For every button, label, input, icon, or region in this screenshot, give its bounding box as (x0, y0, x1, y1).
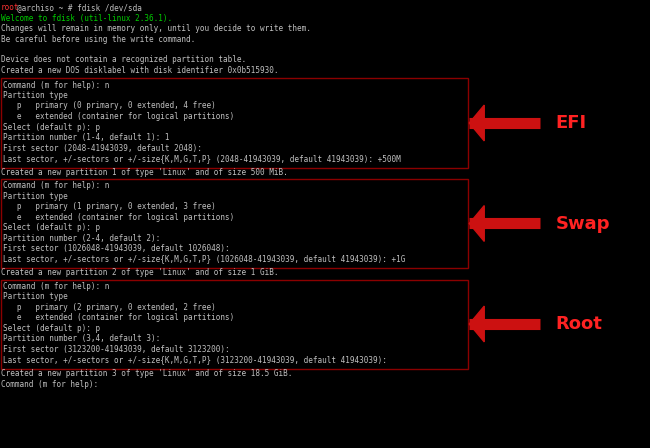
Text: Command (m for help): n: Command (m for help): n (3, 181, 109, 190)
Text: First sector (2048-41943039, default 2048):: First sector (2048-41943039, default 204… (3, 143, 202, 152)
Text: e   extended (container for logical partitions): e extended (container for logical partit… (3, 212, 234, 221)
Text: Partition number (3,4, default 3):: Partition number (3,4, default 3): (3, 334, 161, 343)
Text: p   primary (0 primary, 0 extended, 4 free): p primary (0 primary, 0 extended, 4 free… (3, 102, 216, 111)
Text: Device does not contain a recognized partition table.: Device does not contain a recognized par… (1, 56, 246, 65)
Text: Last sector, +/-sectors or +/-size{K,M,G,T,P} (2048-41943039, default 41943039):: Last sector, +/-sectors or +/-size{K,M,G… (3, 154, 401, 163)
Text: Last sector, +/-sectors or +/-size{K,M,G,T,P} (1026048-41943039, default 4194303: Last sector, +/-sectors or +/-size{K,M,G… (3, 254, 406, 263)
Text: Command (m for help):: Command (m for help): (1, 380, 98, 389)
Text: Select (default p): p: Select (default p): p (3, 122, 100, 132)
Polygon shape (469, 306, 484, 342)
Text: Command (m for help): n: Command (m for help): n (3, 281, 109, 290)
Text: First sector (3123200-41943039, default 3123200):: First sector (3123200-41943039, default … (3, 345, 229, 353)
Text: Select (default p): p: Select (default p): p (3, 223, 100, 232)
Text: Partition number (2-4, default 2):: Partition number (2-4, default 2): (3, 233, 161, 242)
Text: @archiso ~ # fdisk /dev/sda: @archiso ~ # fdisk /dev/sda (17, 3, 142, 12)
Text: Created a new partition 1 of type 'Linux' and of size 500 MiB.: Created a new partition 1 of type 'Linux… (1, 168, 288, 177)
Text: First sector (1026048-41943039, default 1026048):: First sector (1026048-41943039, default … (3, 244, 229, 253)
Text: p   primary (1 primary, 0 extended, 3 free): p primary (1 primary, 0 extended, 3 free… (3, 202, 216, 211)
Text: p   primary (2 primary, 0 extended, 2 free): p primary (2 primary, 0 extended, 2 free… (3, 302, 216, 311)
Text: Partition type: Partition type (3, 191, 68, 201)
Text: Be careful before using the write command.: Be careful before using the write comman… (1, 34, 195, 43)
Text: Partition number (1-4, default 1): 1: Partition number (1-4, default 1): 1 (3, 133, 170, 142)
Text: Swap: Swap (556, 215, 610, 233)
Polygon shape (469, 105, 484, 141)
Text: Partition type: Partition type (3, 292, 68, 301)
Text: Welcome to fdisk (util-linux 2.36.1).: Welcome to fdisk (util-linux 2.36.1). (1, 13, 172, 22)
Text: Created a new partition 2 of type 'Linux' and of size 1 GiB.: Created a new partition 2 of type 'Linux… (1, 268, 278, 277)
Text: Select (default p): p: Select (default p): p (3, 323, 100, 332)
Text: Changes will remain in memory only, until you decide to write them.: Changes will remain in memory only, unti… (1, 24, 311, 33)
Polygon shape (469, 206, 484, 241)
Text: root: root (1, 3, 20, 12)
Text: Root: Root (556, 315, 603, 333)
Text: e   extended (container for logical partitions): e extended (container for logical partit… (3, 313, 234, 322)
Text: Last sector, +/-sectors or +/-size{K,M,G,T,P} (3123200-41943039, default 4194303: Last sector, +/-sectors or +/-size{K,M,G… (3, 355, 387, 364)
Text: Created a new partition 3 of type 'Linux' and of size 18.5 GiB.: Created a new partition 3 of type 'Linux… (1, 369, 292, 378)
Text: Created a new DOS disklabel with disk identifier 0x0b515930.: Created a new DOS disklabel with disk id… (1, 66, 278, 75)
Text: e   extended (container for logical partitions): e extended (container for logical partit… (3, 112, 234, 121)
Text: Command (m for help): n: Command (m for help): n (3, 81, 109, 90)
Text: Partition type: Partition type (3, 91, 68, 100)
Text: EFI: EFI (556, 114, 587, 132)
